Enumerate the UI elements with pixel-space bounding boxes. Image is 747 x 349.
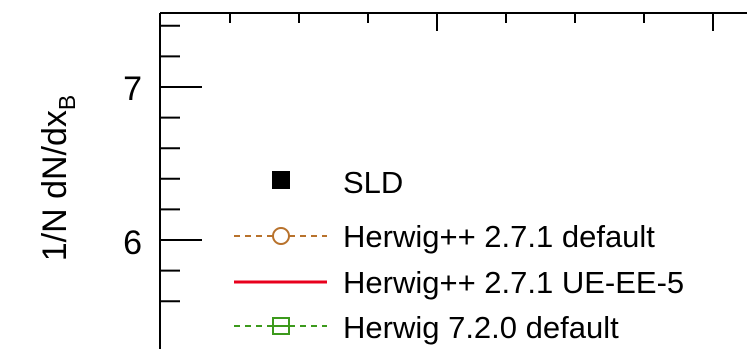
legend-marker-filled-square xyxy=(272,171,290,189)
y-axis-title-main: 1/N dN/dx xyxy=(36,110,74,261)
legend-entry-herwigpp-ue-ee-5: Herwig++ 2.7.1 UE-EE-5 xyxy=(234,265,684,300)
plot-frame xyxy=(159,12,747,349)
y-tick-label-7: 7 xyxy=(123,70,142,108)
legend-marker-open-circle xyxy=(272,227,290,245)
legend-entry-sld: SLD xyxy=(272,165,403,200)
y-tick-label-6: 6 xyxy=(123,224,142,262)
y-axis-title-subscript: B xyxy=(54,95,80,110)
legend-label-herwigpp-default: Herwig++ 2.7.1 default xyxy=(343,219,655,254)
legend: SLD Herwig++ 2.7.1 default Herwig++ 2.7.… xyxy=(234,165,684,345)
legend-entry-herwigpp-default: Herwig++ 2.7.1 default xyxy=(234,219,655,254)
y-axis-title: 1/N dN/dxB xyxy=(36,95,80,262)
x-ticks-top xyxy=(229,13,714,31)
legend-label-sld: SLD xyxy=(343,165,403,200)
y-ticks xyxy=(160,24,202,303)
legend-label-herwigpp-ue-ee-5: Herwig++ 2.7.1 UE-EE-5 xyxy=(343,265,684,300)
legend-entry-herwig7-default: Herwig 7.2.0 default xyxy=(234,310,619,345)
legend-label-herwig7-default: Herwig 7.2.0 default xyxy=(343,310,619,345)
